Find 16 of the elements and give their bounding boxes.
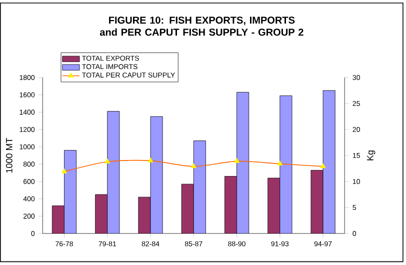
chart-title: FIGURE 10: FISH EXPORTS, IMPORTS and PER CAPUT FISH SUPPLY - GROUP 2 — [100, 16, 304, 36]
bar — [52, 206, 64, 234]
y2-axis-title: Kg — [367, 150, 376, 160]
bar — [95, 194, 108, 234]
bar — [280, 96, 292, 234]
bar — [64, 150, 76, 234]
bar — [107, 111, 120, 234]
bar — [236, 92, 249, 234]
bar — [268, 178, 280, 234]
bar — [150, 116, 163, 234]
y-axis-title: 1000 MT — [6, 138, 12, 173]
bar — [194, 140, 206, 234]
bar — [182, 184, 194, 234]
bar — [224, 176, 237, 234]
bar — [322, 90, 336, 234]
bar — [310, 170, 324, 234]
